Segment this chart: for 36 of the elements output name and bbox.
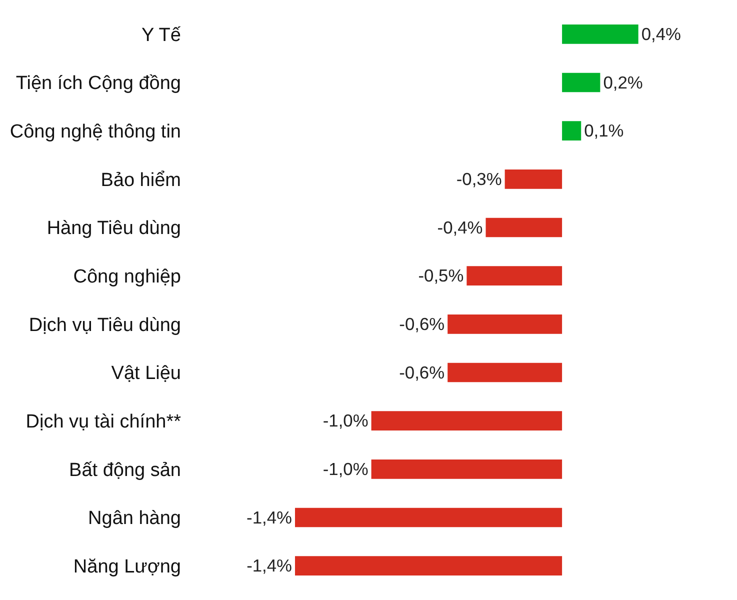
y-tick-label: Tiện ích Cộng đồng (16, 73, 181, 94)
bar (371, 411, 562, 430)
y-tick-label: Dịch vụ Tiêu dùng (28, 314, 181, 336)
bar (371, 460, 562, 479)
data-label: 0,4% (641, 24, 681, 44)
data-label: -1,0% (322, 458, 368, 479)
data-label: -1,4% (246, 507, 292, 528)
y-tick-label: Dịch vụ tài chính** (26, 411, 182, 432)
data-label: -1,0% (322, 410, 368, 431)
data-label: 0,2% (603, 72, 643, 92)
bar (562, 72, 600, 92)
y-tick-label: Y Tế (142, 24, 182, 46)
bar (486, 218, 562, 238)
y-tick-label: Hàng Tiêu dùng (46, 218, 181, 240)
data-label: -0,5% (418, 266, 464, 286)
data-label: -0,6% (399, 314, 445, 334)
data-label: 0,1% (584, 120, 624, 141)
y-tick-label: Công nghiệp (73, 266, 181, 288)
data-label: -0,6% (399, 362, 445, 382)
bar (448, 362, 562, 382)
bar (504, 170, 562, 189)
data-label: -0,4% (437, 217, 483, 238)
bar (466, 266, 562, 286)
bar (562, 121, 582, 140)
data-label: -0,3% (456, 168, 502, 189)
bar (295, 556, 562, 576)
y-tick-label: Ngân hàng (88, 508, 181, 530)
y-tick-label: Công nghệ thông tin (10, 121, 181, 142)
bar (295, 508, 562, 528)
y-tick-label: Năng Lượng (73, 556, 181, 578)
data-label: -1,4% (246, 556, 292, 576)
bar (562, 24, 638, 44)
bar (448, 314, 562, 334)
y-tick-label: Bất động sản (69, 460, 181, 481)
y-tick-label: Vật Liệu (111, 363, 181, 384)
y-tick-label: Bảo hiểm (100, 170, 181, 191)
